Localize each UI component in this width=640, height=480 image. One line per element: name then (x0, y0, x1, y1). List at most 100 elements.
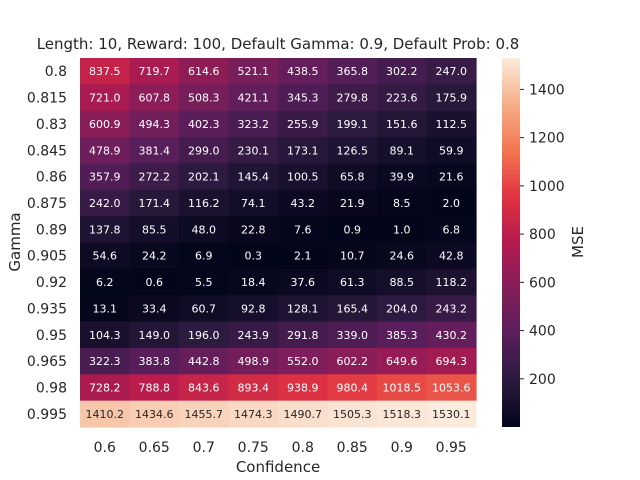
x-tick-label: 0.85 (337, 440, 368, 456)
heatmap-cell (426, 189, 477, 217)
cell-value-label: 104.3 (89, 329, 121, 342)
cell-value-label: 255.9 (287, 118, 319, 131)
heatmap-cell (228, 58, 279, 85)
cell-value-label: 494.3 (139, 118, 171, 131)
cell-value-label: 230.1 (238, 144, 270, 157)
cell-value-label: 6.2 (96, 276, 114, 289)
heatmap-cell (327, 347, 378, 375)
cell-value-label: 508.3 (188, 92, 220, 105)
cell-value-label: 1018.5 (383, 381, 422, 394)
cell-value-label: 223.6 (386, 92, 418, 105)
cell-value-label: 173.1 (287, 144, 319, 157)
cell-value-label: 478.9 (89, 144, 121, 157)
colorbar-tick-label: 800 (529, 227, 556, 243)
x-tick-label: 0.9 (391, 440, 413, 456)
cell-value-label: 243.9 (238, 329, 270, 342)
heatmap-cell (80, 242, 131, 270)
cell-value-label: 357.9 (89, 171, 121, 184)
heatmap-cell (80, 163, 131, 191)
cell-value-label: 199.1 (337, 118, 369, 131)
heatmap-cell (426, 242, 477, 270)
heatmap-cell (327, 163, 378, 191)
cell-value-label: 694.3 (436, 355, 468, 368)
cell-value-label: 21.9 (340, 197, 365, 210)
heatmap-cell (228, 295, 279, 323)
cell-value-label: 54.6 (93, 250, 118, 263)
cell-value-label: 602.2 (337, 355, 369, 368)
cell-value-label: 938.9 (287, 381, 319, 394)
cell-value-label: 2.1 (294, 250, 312, 263)
heatmap-cell (426, 58, 477, 85)
y-tick-label: 0.8 (45, 64, 67, 80)
cell-value-label: 402.3 (188, 118, 220, 131)
heatmap-cell (377, 321, 428, 349)
cell-value-label: 521.1 (238, 65, 270, 78)
cell-value-label: 116.2 (188, 197, 220, 210)
cell-value-label: 204.0 (386, 302, 418, 315)
cell-value-label: 165.4 (337, 302, 369, 315)
cell-value-label: 89.1 (390, 144, 415, 157)
cell-value-label: 365.8 (337, 65, 369, 78)
x-tick-label: 0.65 (139, 440, 170, 456)
x-tick-labels: 0.6 0.65 0.7 0.75 0.8 0.85 0.9 0.95 (94, 440, 467, 456)
x-tick-label: 0.7 (193, 440, 215, 456)
colorbar-tick-label: 1200 (529, 131, 565, 147)
heatmap-cell (129, 163, 180, 191)
heatmap-cell (426, 137, 477, 165)
heatmap-cell (228, 163, 279, 191)
heatmap-cell (179, 189, 230, 217)
heatmap-cell (278, 374, 329, 402)
heatmap-cell (80, 347, 131, 375)
y-tick-label: 0.875 (27, 196, 67, 212)
colorbar-tick-label: 1400 (529, 82, 565, 98)
y-axis-label: Gamma (6, 212, 24, 271)
cell-value-label: 649.6 (386, 355, 418, 368)
heatmap-cell (278, 216, 329, 244)
heatmap-cell (228, 347, 279, 375)
heatmap-cell (179, 242, 230, 270)
heatmap-cell (278, 242, 329, 270)
cell-value-label: 837.5 (89, 65, 121, 78)
heatmap-cell (377, 216, 428, 244)
colorbar-tick-label: 200 (529, 372, 556, 388)
heatmap-cell (377, 268, 428, 296)
x-tick-label: 0.75 (238, 440, 269, 456)
cell-value-label: 291.8 (287, 329, 319, 342)
y-tick-labels: 0.8 0.815 0.83 0.845 0.86 0.875 0.89 0.905 0.92 0… (27, 64, 67, 423)
heatmap-cell (80, 137, 131, 165)
cell-value-label: 299.0 (188, 144, 220, 157)
heatmap-cell (377, 347, 428, 375)
cell-value-label: 59.9 (439, 144, 464, 157)
heatmap-cell (228, 400, 279, 428)
cell-value-label: 65.8 (340, 171, 365, 184)
heatmap-cell (327, 189, 378, 217)
heatmap-cell (80, 110, 131, 138)
x-axis-label: Confidence (236, 458, 320, 476)
cell-value-label: 175.9 (436, 92, 468, 105)
heatmap-cell (426, 374, 477, 402)
colorbar-tick-label: 600 (529, 275, 556, 291)
heatmap-cell (228, 110, 279, 138)
chart-title: Length: 10, Reward: 100, Default Gamma: … (37, 35, 520, 53)
cell-value-label: 430.2 (436, 329, 468, 342)
heatmap-cell (179, 321, 230, 349)
cell-value-label: 196.0 (188, 329, 220, 342)
heatmap-cell (278, 137, 329, 165)
cell-value-label: 149.0 (139, 329, 171, 342)
heatmap-cell (377, 189, 428, 217)
cell-value-label: 202.1 (188, 171, 220, 184)
cell-value-label: 442.8 (188, 355, 220, 368)
heatmap-cell (129, 216, 180, 244)
cell-value-label: 243.2 (436, 302, 468, 315)
cell-value-label: 22.8 (241, 223, 266, 236)
heatmap-cell (129, 242, 180, 270)
y-tick-label: 0.83 (36, 117, 67, 133)
heatmap-cell (426, 163, 477, 191)
heatmap-cell (377, 110, 428, 138)
colorbar (502, 58, 520, 427)
y-tick-label: 0.98 (36, 380, 67, 396)
cell-value-label: 980.4 (337, 381, 369, 394)
cell-value-label: 151.6 (386, 118, 418, 131)
cell-value-label: 1490.7 (284, 408, 323, 421)
